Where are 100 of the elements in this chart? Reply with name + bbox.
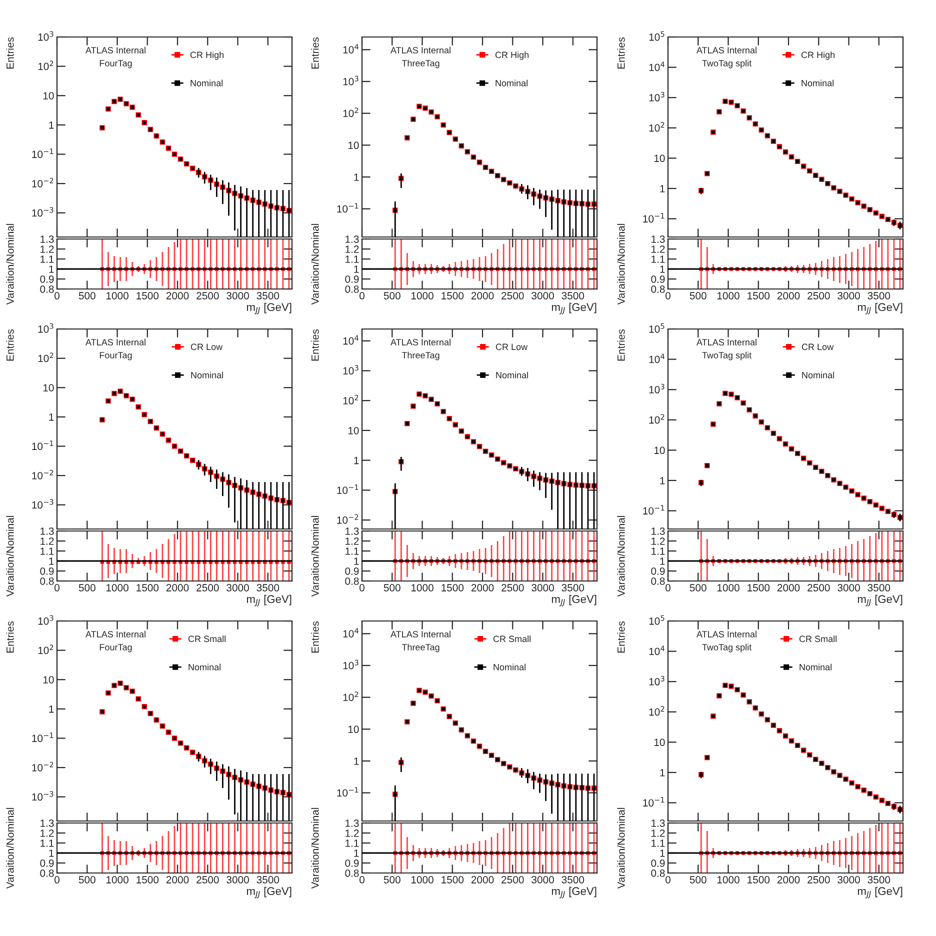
x-tick-label: 3500 bbox=[868, 876, 890, 884]
y-axis-title: Varaition/Nominal bbox=[617, 808, 625, 889]
y-tick-label: 10$^{3}$ bbox=[343, 660, 358, 670]
annotation: TwoTag split bbox=[702, 644, 752, 652]
y-tick-label: 10 bbox=[348, 726, 359, 734]
y-tick-label: 0.8 bbox=[345, 578, 359, 585]
x-tick-label: 1500 bbox=[442, 292, 464, 300]
y-tick-label: 1.2 bbox=[346, 830, 359, 837]
y-tick-label: 10$^{−2}$ bbox=[337, 514, 358, 524]
y-tick-label: 1 bbox=[660, 185, 665, 192]
legend-label: CR High bbox=[801, 51, 834, 60]
x-tick-label: 500 bbox=[78, 292, 96, 300]
y-tick-label: 0.9 bbox=[651, 860, 665, 867]
y-tick-label: 1.2 bbox=[40, 830, 54, 837]
y-tick-label: 10$^{2}$ bbox=[649, 122, 664, 132]
annotation: FourTag bbox=[100, 352, 132, 360]
y-tick-label: 1.3 bbox=[652, 236, 665, 243]
y-tick-label: 0.9 bbox=[345, 860, 359, 867]
y-tick-label: 1 bbox=[49, 122, 54, 129]
y-axis-title: Entries bbox=[6, 37, 14, 69]
x-tick-label: 3000 bbox=[532, 292, 554, 300]
annotation: ThreeTag bbox=[402, 60, 440, 68]
x-tick-label: 500 bbox=[384, 876, 400, 884]
y-tick-label: 1 bbox=[660, 266, 665, 273]
y-tick-label: 10$^{5}$ bbox=[649, 615, 664, 625]
y-tick-label: 10 bbox=[43, 676, 54, 684]
x-axis-title: m$_{JJ}$ [GeV] bbox=[858, 886, 902, 898]
y-tick-label: 10 bbox=[348, 426, 359, 434]
y-tick-label: 10$^{−1}$ bbox=[643, 505, 664, 515]
y-tick-label: 1 bbox=[660, 477, 665, 484]
y-tick-label: 1.2 bbox=[652, 538, 665, 545]
x-tick-label: 3000 bbox=[226, 292, 249, 300]
y-axis-title: Entries bbox=[311, 329, 319, 361]
x-tick-label: 3500 bbox=[256, 584, 280, 592]
legend-label: Nominal bbox=[496, 372, 528, 378]
y-tick-label: 10$^{−3}$ bbox=[32, 791, 54, 801]
y-tick-label: 1 bbox=[660, 558, 665, 565]
y-tick-label: 10$^{−2}$ bbox=[32, 470, 54, 480]
x-tick-label: 1000 bbox=[411, 584, 434, 592]
x-tick-label: 3500 bbox=[256, 292, 280, 300]
y-tick-label: 10$^{3}$ bbox=[649, 676, 664, 686]
y-tick-label: 1 bbox=[49, 558, 54, 565]
legend-label: Nominal bbox=[802, 372, 834, 378]
legend-label: Nominal bbox=[802, 80, 834, 86]
legend-label: CR High bbox=[495, 51, 528, 60]
x-tick-label: 1500 bbox=[748, 292, 770, 300]
legend-label: Nominal bbox=[190, 80, 222, 86]
x-tick-label: 0 bbox=[54, 292, 60, 300]
y-axis-title: Varaition/Nominal bbox=[311, 224, 319, 305]
y-tick-label: 1 bbox=[49, 414, 54, 421]
y-tick-label: 0.9 bbox=[345, 568, 359, 575]
y-tick-label: 1.2 bbox=[346, 246, 359, 253]
y-tick-label: 10$^{5}$ bbox=[649, 323, 664, 333]
y-tick-label: 10$^{4}$ bbox=[649, 646, 664, 656]
x-tick-label: 0 bbox=[360, 292, 364, 300]
legend-label: Nominal bbox=[191, 372, 223, 378]
legend-label: Nominal bbox=[188, 664, 220, 670]
y-tick-label: 0.9 bbox=[345, 276, 359, 283]
y-tick-label: 1.3 bbox=[40, 236, 54, 243]
y-tick-label: 0.9 bbox=[651, 276, 665, 283]
y-tick-label: 1 bbox=[354, 456, 359, 464]
x-tick-label: 1500 bbox=[136, 584, 159, 592]
x-tick-label: 1500 bbox=[748, 584, 770, 592]
y-tick-label: 10$^{−1}$ bbox=[32, 440, 54, 450]
y-tick-label: 10$^{−3}$ bbox=[32, 499, 54, 509]
x-tick-label: 500 bbox=[78, 876, 96, 884]
x-tick-label: 2000 bbox=[777, 584, 800, 592]
y-tick-label: 1.2 bbox=[40, 538, 54, 545]
y-tick-label: 1.3 bbox=[40, 820, 54, 827]
x-tick-label: 2500 bbox=[196, 876, 219, 884]
y-tick-label: 10 bbox=[654, 738, 665, 746]
y-axis-title: Entries bbox=[6, 329, 14, 361]
legend-label: Nominal bbox=[496, 80, 528, 86]
y-tick-label: 1.2 bbox=[40, 246, 54, 253]
y-tick-label: 1.3 bbox=[652, 820, 665, 827]
y-tick-label: 1.1 bbox=[652, 256, 665, 263]
y-tick-label: 1.3 bbox=[346, 820, 359, 827]
x-tick-label: 500 bbox=[384, 292, 400, 300]
y-tick-label: 10$^{4}$ bbox=[343, 628, 358, 638]
x-tick-label: 2500 bbox=[808, 584, 830, 592]
annotation: ThreeTag bbox=[402, 644, 440, 652]
y-tick-label: 1.1 bbox=[40, 256, 54, 263]
y-tick-label: 10$^{3}$ bbox=[649, 384, 664, 394]
legend-label: CR Low bbox=[802, 344, 834, 350]
y-tick-label: 10$^{2}$ bbox=[343, 692, 358, 702]
y-tick-label: 0.8 bbox=[40, 578, 54, 585]
y-tick-label: 10$^{−1}$ bbox=[337, 787, 358, 797]
x-tick-label: 3000 bbox=[838, 584, 860, 592]
y-tick-label: 10$^{3}$ bbox=[343, 365, 358, 375]
y-tick-label: 1.3 bbox=[652, 528, 665, 535]
y-tick-label: 10 bbox=[43, 384, 54, 392]
x-tick-label: 2500 bbox=[196, 584, 219, 592]
legend-label: CR Low bbox=[190, 344, 223, 350]
y-tick-label: 10 bbox=[43, 92, 54, 100]
x-tick-label: 1000 bbox=[106, 292, 128, 300]
x-tick-label: 3500 bbox=[868, 292, 890, 300]
y-tick-label: 1 bbox=[660, 769, 665, 776]
y-tick-label: 10$^{3}$ bbox=[38, 615, 54, 625]
y-tick-label: 10$^{−1}$ bbox=[643, 797, 664, 807]
x-tick-label: 2000 bbox=[471, 876, 494, 884]
